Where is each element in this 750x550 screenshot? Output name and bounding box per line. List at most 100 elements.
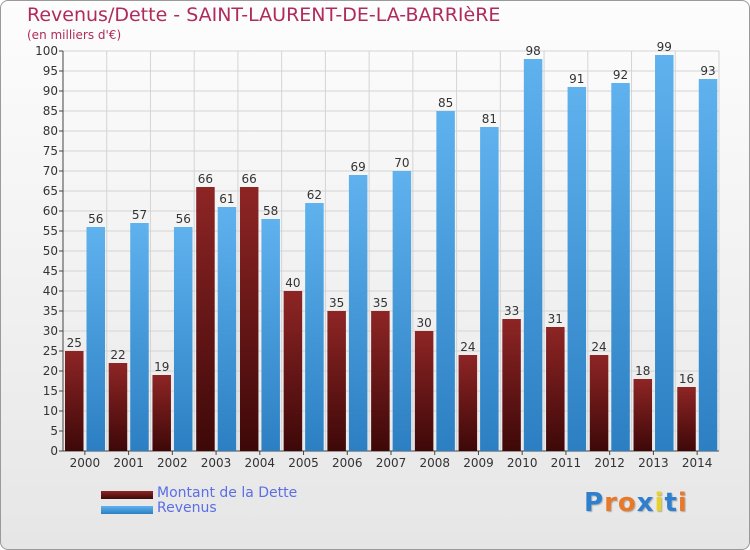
data-labels: 25 56 22 57 19 56 66 61 66 58 40 62 35 69 35 70 30 85 24 81…	[67, 40, 716, 386]
chart-subtitle: (en milliers d'€)	[27, 28, 122, 42]
data-label-revenus: 69	[351, 160, 366, 174]
x-tick-label: 2010	[507, 456, 538, 470]
bar-revenus	[480, 127, 499, 451]
data-label-debt: 22	[110, 348, 125, 362]
y-tick-label: 45	[43, 264, 58, 278]
y-tick-label: 15	[43, 384, 58, 398]
data-label-debt: 31	[548, 312, 563, 326]
y-tick-label: 95	[43, 64, 58, 78]
data-label-revenus: 91	[569, 72, 584, 86]
data-label-revenus: 57	[132, 208, 147, 222]
y-tick-label: 0	[50, 444, 58, 458]
data-label-debt: 24	[591, 340, 606, 354]
data-label-debt: 19	[154, 360, 169, 374]
data-label-revenus: 70	[394, 156, 409, 170]
bar-revenus	[261, 219, 280, 451]
x-tick-label: 2007	[376, 456, 407, 470]
x-tick-label: 2008	[419, 456, 450, 470]
bar-debt	[458, 355, 478, 451]
x-tick-label: 2001	[113, 456, 144, 470]
bar-revenus	[173, 227, 193, 451]
bar-revenus	[392, 171, 412, 451]
bars	[65, 55, 718, 451]
bar-debt	[283, 291, 303, 451]
y-tick-label: 5	[50, 424, 58, 438]
data-label-revenus: 99	[657, 40, 672, 54]
bar-revenus	[611, 83, 630, 451]
bar-revenus	[305, 203, 324, 451]
data-label-debt: 35	[329, 296, 344, 310]
y-tick-label: 100	[35, 44, 58, 58]
bar-revenus	[567, 87, 587, 451]
y-tick-label: 60	[43, 204, 58, 218]
y-tick-label: 10	[43, 404, 58, 418]
x-tick-label: 2011	[551, 456, 582, 470]
bar-debt	[371, 311, 390, 451]
bar-debt	[633, 379, 653, 451]
data-label-revenus: 98	[525, 44, 540, 58]
data-label-debt: 40	[285, 276, 300, 290]
data-label-debt: 24	[460, 340, 475, 354]
x-tick-label: 2009	[463, 456, 494, 470]
bar-debt	[414, 331, 434, 451]
y-tick-label: 50	[43, 244, 58, 258]
bar-debt	[196, 187, 215, 451]
bar-revenus	[436, 111, 455, 451]
logo-letter: x	[636, 488, 655, 518]
y-tick-label: 85	[43, 104, 58, 118]
bar-revenus	[655, 55, 674, 451]
data-label-debt: 25	[67, 336, 82, 350]
y-tick-label: 35	[43, 304, 58, 318]
x-tick-label: 2004	[245, 456, 276, 470]
bar-revenus	[348, 175, 368, 451]
data-label-revenus: 92	[613, 68, 628, 82]
x-tick-label: 2005	[288, 456, 319, 470]
y-tick-label: 25	[43, 344, 58, 358]
x-tick-label: 2012	[594, 456, 625, 470]
data-label-debt: 33	[504, 304, 519, 318]
data-label-revenus: 81	[482, 112, 497, 126]
data-label-revenus: 62	[307, 188, 322, 202]
y-tick-label: 75	[43, 144, 58, 158]
y-tick-label: 20	[43, 364, 58, 378]
logo-letter: i	[654, 488, 665, 518]
axes: 0 5 10 15 20 25 30 35 40 45 50 55 60 65 70 75 80 85 90 95 10…	[35, 44, 719, 470]
x-tick-label: 2013	[638, 456, 669, 470]
x-tick-label: 2003	[201, 456, 232, 470]
data-label-debt: 16	[679, 372, 694, 386]
logo-letter: P	[584, 488, 605, 518]
x-tick-label: 2000	[70, 456, 101, 470]
logo-letter: r	[604, 488, 618, 518]
x-tick-label: 2006	[332, 456, 363, 470]
logo-letter: i	[677, 488, 688, 518]
legend-label-revenus: Revenus	[157, 500, 217, 516]
proxiti-logo: Proxiti	[584, 488, 688, 518]
x-tick-label: 2002	[157, 456, 188, 470]
logo-letter: o	[617, 488, 637, 518]
y-tick-label: 90	[43, 84, 58, 98]
legend-label-debt: Montant de la Dette	[157, 485, 298, 501]
y-tick-label: 55	[43, 224, 58, 238]
logo-letter: t	[664, 488, 678, 518]
data-label-revenus: 56	[88, 212, 103, 226]
y-tick-label: 80	[43, 124, 58, 138]
data-label-revenus: 93	[700, 64, 715, 78]
legend-swatch-revenus	[101, 506, 153, 514]
bar-debt	[327, 311, 346, 451]
data-label-debt: 30	[416, 316, 431, 330]
bar-debt	[502, 319, 521, 451]
bar-debt	[65, 351, 84, 451]
data-label-debt: 18	[635, 364, 650, 378]
bar-revenus	[86, 227, 105, 451]
y-tick-label: 70	[43, 164, 58, 178]
y-tick-label: 40	[43, 284, 58, 298]
bar-revenus	[130, 223, 149, 451]
x-tick-label: 2014	[682, 456, 713, 470]
bar-debt	[239, 187, 259, 451]
bar-revenus	[698, 79, 718, 451]
data-label-debt: 35	[373, 296, 388, 310]
bar-revenus	[217, 207, 237, 451]
data-label-debt: 66	[198, 172, 213, 186]
